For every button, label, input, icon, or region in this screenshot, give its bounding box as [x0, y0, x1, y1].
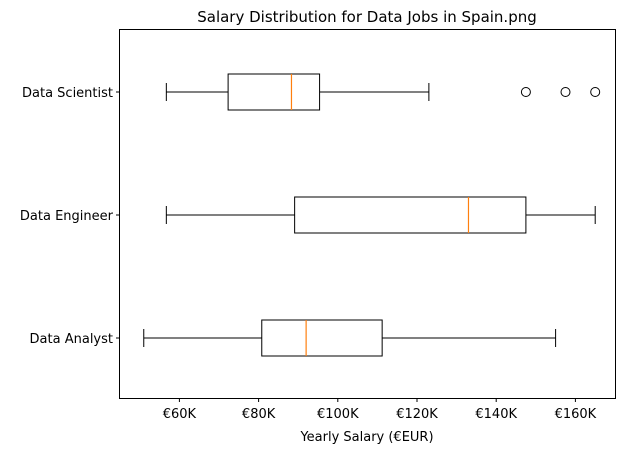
y-tick-label: Data Scientist [22, 86, 113, 101]
chart-title: Salary Distribution for Data Jobs in Spa… [197, 8, 537, 26]
box-1 [165, 73, 601, 111]
x-tick-label: €160K [555, 407, 597, 422]
interquartile-box [261, 319, 383, 357]
x-axis: €60K €80K €100K €120K €140K €160K [163, 398, 597, 422]
axes-frame [119, 29, 616, 399]
x-tick-label: €100K [317, 407, 359, 422]
x-tick-label: €80K [242, 407, 276, 422]
x-axis-label: Yearly Salary (€EUR) [299, 430, 433, 445]
y-axis: Data Scientist Data Engineer Data Analyst [20, 86, 120, 347]
interquartile-box [294, 196, 527, 234]
outlier-point [590, 87, 601, 97]
box-2 [165, 196, 596, 234]
outlier-point [520, 87, 531, 97]
box-3 [143, 319, 557, 357]
y-tick-label: Data Analyst [30, 332, 113, 347]
plot-area [143, 73, 601, 357]
interquartile-box [227, 73, 321, 111]
outlier-point [560, 87, 571, 97]
x-tick-label: €140K [475, 407, 517, 422]
y-tick-label: Data Engineer [20, 209, 114, 224]
x-tick-label: €60K [163, 407, 197, 422]
x-tick-label: €120K [396, 407, 438, 422]
